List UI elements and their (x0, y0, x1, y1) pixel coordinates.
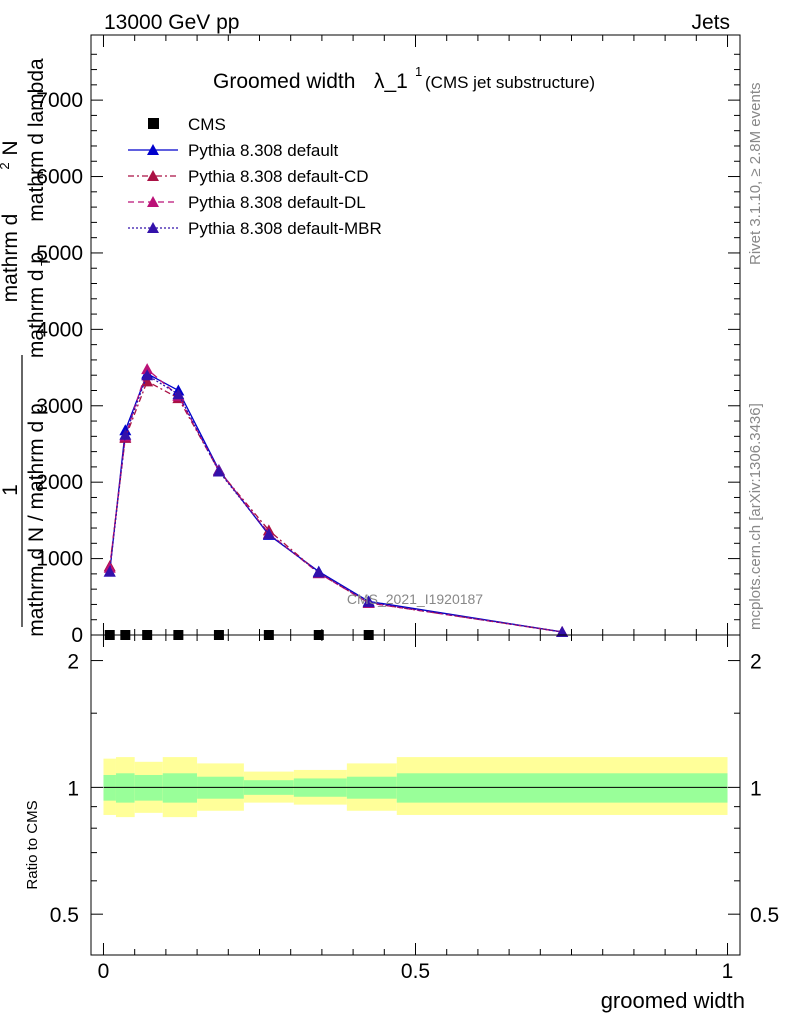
title-sup: 1 (415, 64, 422, 79)
series-layer (103, 363, 569, 637)
legend-entry: Pythia 8.308 default (128, 141, 339, 160)
ratio-green-band (115, 773, 135, 803)
x-tick-label: 1 (722, 960, 734, 983)
series-marker (119, 428, 132, 440)
ratio-y-tick-label-right: 2 (750, 651, 762, 674)
series-line (109, 380, 563, 633)
main-x-axis (102, 35, 729, 635)
legend-triangle-marker (147, 170, 159, 181)
x-axis-label: groomed width (601, 988, 745, 1013)
x-tick-label: 0.5 (401, 960, 430, 983)
series-marker (141, 363, 154, 375)
ratio-y-tick-label-right: 0.5 (750, 904, 779, 927)
ratio-y-tick-label: 1 (67, 777, 79, 800)
y-tick-label: 5000 (36, 242, 83, 265)
series-4 (103, 369, 569, 637)
ratio-y-tick-label-right: 1 (750, 777, 762, 800)
legend-triangle-marker (147, 222, 159, 233)
y-tick-label: 2000 (36, 471, 83, 494)
series-marker (103, 565, 116, 577)
ylabel-denominator: mathrm d N / mathrm d p (25, 403, 48, 636)
analysis-watermark: CMS_2021_I1920187 (347, 591, 483, 607)
ratio-y-tick-label: 2 (67, 651, 79, 674)
ratio-y-tick-label: 0.5 (50, 904, 79, 927)
header-left: 13000 GeV pp (104, 11, 239, 34)
legend-triangle-marker (147, 196, 159, 207)
ratio-green-band (162, 773, 198, 803)
y-tick-label: 3000 (36, 395, 83, 418)
ylabel-numerator-n: N (0, 140, 22, 155)
legend-entry: Pythia 8.308 default-MBR (128, 219, 382, 238)
ratio-x-axis: 0 0.5 1 (98, 635, 734, 983)
ylabel-num-sup: 2 (0, 162, 12, 169)
legend: CMS Pythia 8.308 default Pythia 8.308 defa… (128, 115, 382, 238)
y-tick-label: 1000 (36, 548, 83, 571)
ylabel-one: 1 (0, 484, 22, 496)
legend-label: Pythia 8.308 default (188, 141, 339, 160)
ylabel-pt-sub: T (38, 258, 53, 266)
ratio-green-band (396, 773, 728, 803)
legend-label: CMS (188, 115, 226, 134)
legend-entry: Pythia 8.308 default-CD (128, 167, 369, 186)
series-line (109, 374, 563, 633)
x-tick-label: 0 (98, 960, 110, 983)
ratio-y-axis: 0.5 0.5 1 1 2 2 (50, 651, 779, 928)
main-title: Groomed width λ_1 1 (CMS jet substructur… (213, 64, 595, 93)
y-tick-label: 7000 (36, 89, 83, 112)
ylabel-denominator-2: mathrm d p (25, 252, 48, 358)
header-right: Jets (691, 11, 730, 34)
series-marker (172, 388, 185, 400)
series-3 (103, 363, 569, 637)
series-line (109, 367, 563, 633)
main-ylabel: 1 mathrm d N 2 mathrm d N / mathrm d p m… (0, 58, 53, 637)
series-marker (362, 596, 375, 608)
title-lambda: λ_1 (374, 70, 408, 93)
legend-square-marker (148, 118, 159, 129)
y-tick-label: 4000 (36, 318, 83, 341)
y-tick-label: 6000 (36, 166, 83, 189)
legend-label: Pythia 8.308 default-MBR (188, 219, 382, 238)
y-tick-label: 0 (71, 624, 83, 647)
series-2 (103, 375, 569, 637)
series-marker (556, 625, 569, 637)
rivet-label: Rivet 3.1.10, ≥ 2.8M events (747, 83, 764, 266)
ratio-ylabel: Ratio to CMS (24, 800, 41, 889)
title-main: Groomed width (213, 70, 355, 93)
legend-entry: CMS (148, 115, 226, 134)
legend-label: Pythia 8.308 default-DL (188, 193, 366, 212)
series-marker (141, 369, 154, 381)
series-marker (312, 566, 325, 578)
main-y-axis: 0 1000 2000 3000 4000 5000 6000 7000 (36, 53, 740, 647)
series-marker (212, 465, 225, 477)
series-1 (103, 367, 569, 637)
legend-entry: Pythia 8.308 default-DL (128, 193, 366, 212)
title-sub: (CMS jet substructure) (425, 73, 595, 92)
legend-triangle-marker (147, 144, 159, 155)
series-line (109, 372, 563, 633)
ylabel-denominator-3: mathrm d lambda (25, 58, 48, 222)
legend-label: Pythia 8.308 default-CD (188, 167, 369, 186)
mcplots-label: mcplots.cern.ch [arXiv:1306.3436] (747, 403, 764, 630)
ylabel-numerator: mathrm d (0, 214, 22, 303)
series-marker (262, 528, 275, 540)
